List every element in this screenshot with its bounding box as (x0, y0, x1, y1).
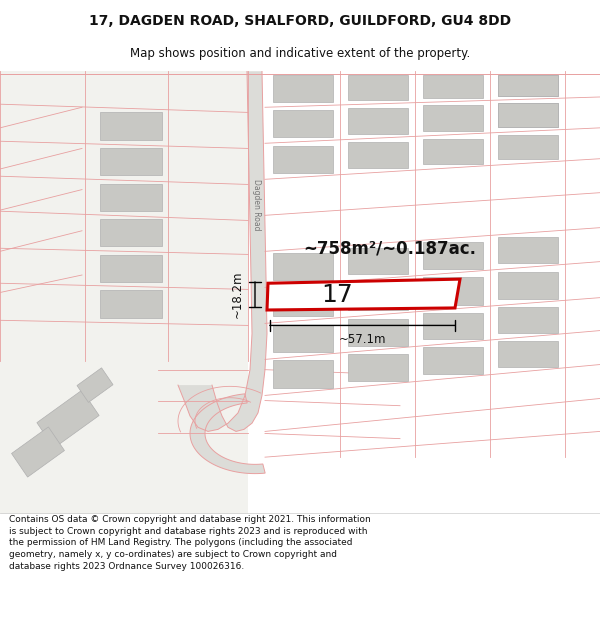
Polygon shape (272, 146, 332, 172)
Polygon shape (100, 255, 162, 281)
Polygon shape (100, 290, 162, 318)
Polygon shape (100, 148, 162, 175)
Text: Dagden Road: Dagden Road (251, 179, 260, 231)
Polygon shape (347, 354, 407, 381)
Polygon shape (272, 253, 332, 280)
Polygon shape (77, 368, 113, 402)
Polygon shape (422, 278, 482, 304)
Polygon shape (347, 108, 407, 134)
Polygon shape (497, 103, 557, 127)
Polygon shape (497, 308, 557, 332)
Text: Contains OS data © Crown copyright and database right 2021. This information
is : Contains OS data © Crown copyright and d… (9, 515, 371, 571)
Polygon shape (422, 242, 482, 269)
Polygon shape (11, 427, 64, 477)
Polygon shape (347, 319, 407, 346)
Text: 17: 17 (322, 283, 353, 307)
Polygon shape (497, 74, 557, 96)
Polygon shape (178, 71, 267, 431)
Polygon shape (347, 283, 407, 311)
Text: ~57.1m: ~57.1m (339, 333, 386, 346)
Polygon shape (272, 361, 332, 388)
Polygon shape (347, 248, 407, 274)
Polygon shape (272, 289, 332, 316)
Polygon shape (100, 184, 162, 211)
Text: Map shows position and indicative extent of the property.: Map shows position and indicative extent… (130, 47, 470, 60)
Polygon shape (497, 103, 557, 127)
Polygon shape (347, 75, 407, 100)
Polygon shape (497, 74, 557, 96)
Polygon shape (100, 219, 162, 246)
Polygon shape (267, 279, 460, 310)
Text: ~18.2m: ~18.2m (230, 271, 244, 318)
Polygon shape (347, 142, 407, 168)
Polygon shape (100, 112, 162, 140)
Polygon shape (497, 341, 557, 367)
Polygon shape (272, 111, 332, 138)
Polygon shape (497, 271, 557, 299)
Polygon shape (422, 313, 482, 339)
Polygon shape (0, 71, 248, 514)
Polygon shape (422, 348, 482, 374)
Polygon shape (422, 139, 482, 164)
Polygon shape (497, 135, 557, 159)
Text: ~758m²/~0.187ac.: ~758m²/~0.187ac. (304, 239, 476, 258)
Polygon shape (272, 325, 332, 352)
Polygon shape (272, 76, 332, 102)
Polygon shape (422, 75, 482, 98)
Polygon shape (37, 390, 99, 448)
Text: 17, DAGDEN ROAD, SHALFORD, GUILDFORD, GU4 8DD: 17, DAGDEN ROAD, SHALFORD, GUILDFORD, GU… (89, 14, 511, 28)
Polygon shape (422, 106, 482, 131)
Polygon shape (190, 394, 265, 474)
Polygon shape (497, 237, 557, 263)
